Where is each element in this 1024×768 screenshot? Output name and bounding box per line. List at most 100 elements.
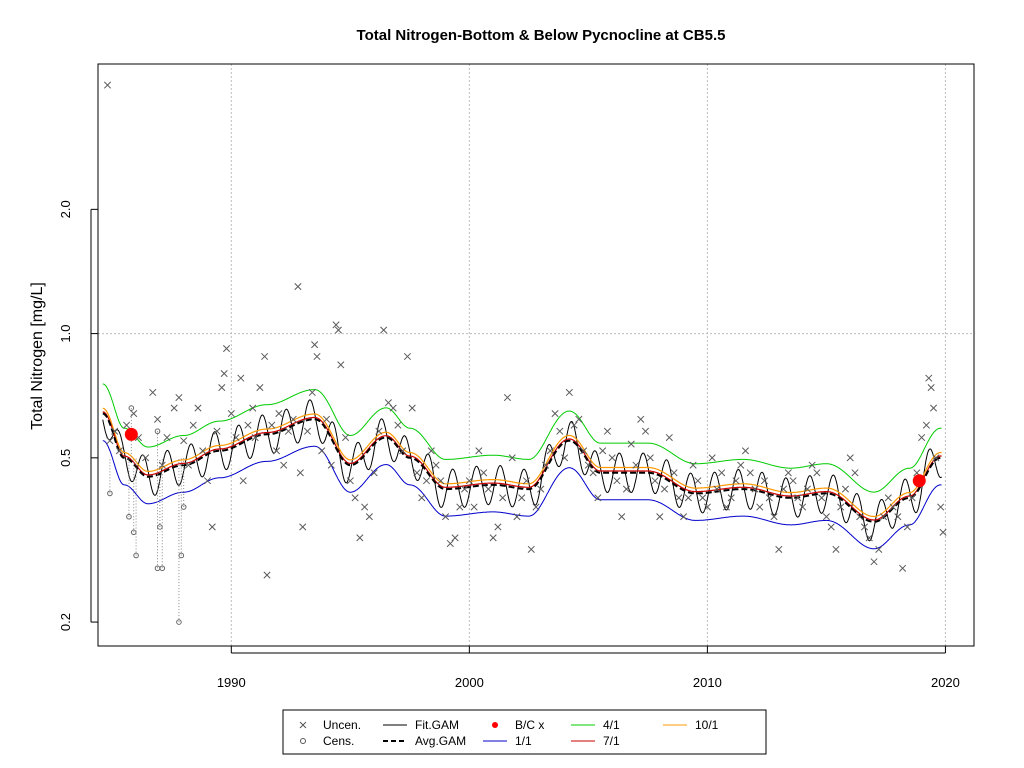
uncensored-point — [765, 494, 773, 502]
curve-avg-gam — [102, 412, 942, 523]
legend-item: 4/1 — [571, 718, 620, 732]
uncensored-point — [208, 523, 216, 531]
uncensored-point — [589, 469, 597, 477]
censored-point — [107, 490, 113, 497]
legend-label: 1/1 — [515, 734, 532, 748]
uncensored-point — [189, 421, 197, 429]
uncensored-point — [746, 469, 754, 477]
uncensored-point — [537, 485, 545, 493]
uncensored-point — [142, 454, 150, 462]
plot-frame — [97, 63, 975, 647]
censored-point — [180, 504, 187, 510]
uncensored-point — [311, 341, 319, 349]
uncensored-point — [594, 494, 602, 502]
uncensored-point — [703, 503, 711, 511]
uncensored-point — [461, 485, 469, 493]
uncensored-point — [903, 523, 911, 531]
legend-label: 7/1 — [603, 734, 620, 748]
uncensored-point — [722, 503, 730, 511]
curve-layer — [102, 383, 942, 550]
uncensored-point — [660, 485, 669, 493]
uncensored-point — [927, 384, 935, 392]
uncensored-point — [268, 421, 276, 429]
uncensored-point — [115, 447, 123, 455]
uncensored-point — [170, 404, 178, 412]
y-tick-label: 2.0 — [58, 200, 73, 218]
x-tick-label: 2020 — [931, 675, 960, 690]
uncensored-point — [203, 477, 212, 485]
uncensored-point — [322, 415, 331, 423]
uncensored-point — [123, 421, 131, 429]
legend-swatch — [299, 721, 307, 729]
uncensored-point — [808, 461, 816, 469]
uncensored-point — [239, 477, 247, 485]
uncensored-point — [222, 344, 231, 353]
uncensored-point — [575, 415, 583, 423]
uncensored-point — [799, 503, 807, 511]
uncensored-point — [175, 393, 183, 402]
uncensored-point — [894, 513, 902, 521]
uncensored-point — [389, 404, 397, 412]
uncensored-point — [751, 485, 759, 493]
uncensored-point — [408, 404, 416, 412]
uncensored-point — [918, 433, 926, 442]
censored-point — [154, 428, 161, 435]
uncensored-point — [627, 440, 635, 448]
uncensored-point — [106, 437, 114, 445]
censored-point — [176, 619, 182, 625]
axis-layer: 1990 2000 2010 2020 0.2 0.5 1.0 2.0 — [58, 63, 975, 690]
uncensored-point — [149, 388, 157, 397]
uncensored-point — [756, 503, 764, 511]
uncensored-point — [413, 469, 421, 477]
uncensored-point — [622, 485, 631, 493]
uncensored-point — [760, 477, 769, 485]
legend-label: Avg.GAM — [415, 734, 466, 748]
uncensored-point — [939, 528, 947, 536]
censored-point — [130, 529, 137, 536]
uncensored-point — [294, 283, 302, 291]
uncensored-point — [851, 469, 859, 477]
uncensored-point — [925, 374, 933, 382]
uncensored-point — [327, 461, 335, 469]
curve-4-1 — [102, 383, 942, 493]
uncensored-point — [827, 523, 835, 531]
uncensored-point — [922, 421, 930, 429]
uncensored-point — [280, 461, 288, 469]
uncensored-point — [665, 433, 673, 442]
uncensored-point — [261, 352, 269, 361]
uncensored-point — [308, 388, 316, 397]
legend-item: Avg.GAM — [383, 734, 466, 748]
uncensored-point — [932, 454, 940, 462]
uncensored-point — [427, 447, 435, 455]
uncensored-point — [432, 461, 440, 469]
y-tick-label: 1.0 — [58, 325, 73, 343]
uncensored-point — [680, 513, 688, 521]
legend-item: 7/1 — [571, 734, 620, 748]
uncensored-point — [361, 503, 369, 511]
uncensored-point — [494, 523, 502, 531]
uncensored-point — [342, 433, 350, 442]
uncensored-point — [194, 404, 202, 412]
uncensored-point — [365, 513, 373, 521]
uncensored-point — [699, 494, 707, 502]
uncensored-point — [289, 415, 297, 423]
uncensored-point — [889, 503, 897, 511]
uncensored-point — [232, 433, 240, 442]
legend-label: Fit.GAM — [415, 718, 459, 732]
uncensored-point — [584, 461, 592, 469]
uncensored-point — [296, 469, 304, 477]
censored-point — [133, 552, 139, 559]
legend-box — [282, 709, 767, 755]
uncensored-point — [356, 534, 364, 542]
uncensored-point — [249, 404, 257, 412]
uncensored-point — [684, 494, 692, 502]
uncensored-point — [822, 513, 830, 521]
uncensored-point — [489, 534, 497, 542]
x-tick-label: 1990 — [217, 675, 246, 690]
uncensored-point — [418, 494, 426, 502]
uncensored-point — [603, 427, 611, 435]
uncensored-point — [541, 461, 550, 469]
legend-item: 10/1 — [663, 718, 719, 732]
uncensored-point — [370, 469, 378, 477]
